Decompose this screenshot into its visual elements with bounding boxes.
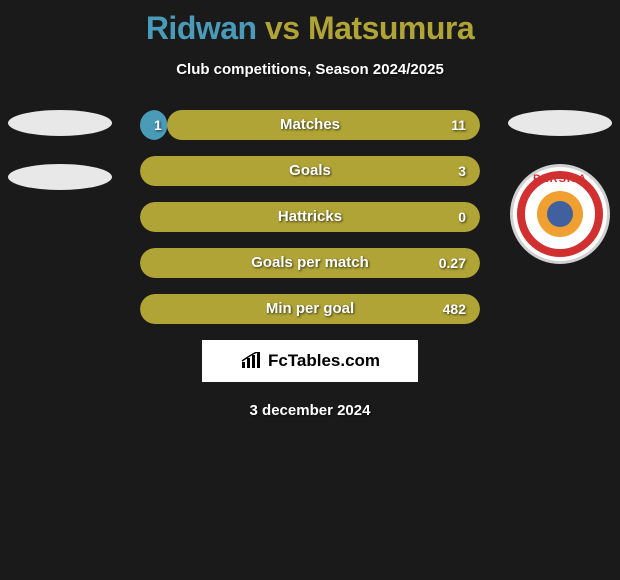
bar-value-right: 3 <box>458 156 466 186</box>
bar-row-goals: Goals 3 <box>140 156 480 186</box>
bar-value-right: 482 <box>443 294 466 324</box>
player1-name: Ridwan <box>146 10 257 46</box>
player2-logo-area: PERSIJA <box>500 110 620 264</box>
comparison-title: Ridwan vs Matsumura <box>0 0 620 47</box>
badge-top-text: PERSIJA <box>513 173 607 185</box>
bar-row-min-per-goal: Min per goal 482 <box>140 294 480 324</box>
player2-badge-placeholder <box>508 110 612 136</box>
subtitle-text: Club competitions, Season 2024/2025 <box>0 61 620 78</box>
bar-row-hattricks: Hattricks 0 <box>140 202 480 232</box>
brand-badge: FcTables.com <box>202 340 418 382</box>
vs-word: vs <box>265 10 300 46</box>
bar-value-right: 0 <box>458 202 466 232</box>
brand-text: FcTables.com <box>268 351 380 371</box>
player1-logo-area <box>0 110 120 218</box>
player2-club-badge: PERSIJA <box>510 164 610 264</box>
bar-label: Matches <box>140 110 480 140</box>
bar-label: Goals <box>140 156 480 186</box>
player1-badge-placeholder-2 <box>8 164 112 190</box>
footer-date: 3 december 2024 <box>0 402 620 419</box>
bar-row-matches: 1 Matches 11 <box>140 110 480 140</box>
badge-center-icon <box>547 201 573 227</box>
comparison-bars: 1 Matches 11 Goals 3 Hattricks 0 Goals p… <box>140 110 480 324</box>
bars-chart-icon <box>240 352 262 370</box>
bar-value-right: 0.27 <box>439 248 466 278</box>
player1-badge-placeholder-1 <box>8 110 112 136</box>
player2-name: Matsumura <box>308 10 474 46</box>
bar-row-goals-per-match: Goals per match 0.27 <box>140 248 480 278</box>
bar-label: Goals per match <box>140 248 480 278</box>
bar-value-right: 11 <box>451 110 466 140</box>
bar-label: Min per goal <box>140 294 480 324</box>
bar-label: Hattricks <box>140 202 480 232</box>
